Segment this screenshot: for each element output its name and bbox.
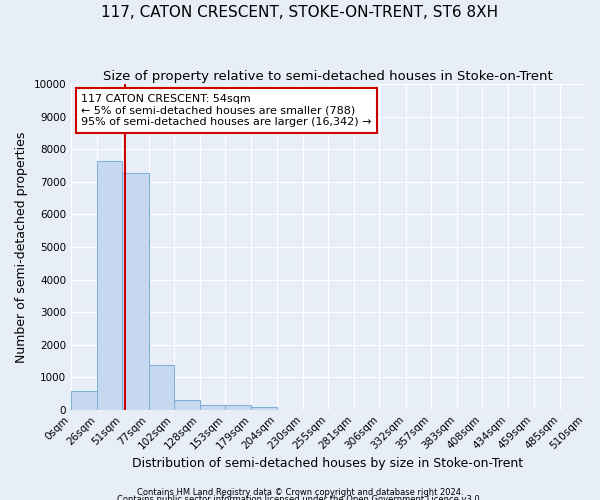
X-axis label: Distribution of semi-detached houses by size in Stoke-on-Trent: Distribution of semi-detached houses by …	[133, 457, 524, 470]
Text: 117 CATON CRESCENT: 54sqm
← 5% of semi-detached houses are smaller (788)
95% of : 117 CATON CRESCENT: 54sqm ← 5% of semi-d…	[82, 94, 372, 127]
Text: Contains public sector information licensed under the Open Government Licence v3: Contains public sector information licen…	[118, 496, 482, 500]
Text: Contains HM Land Registry data © Crown copyright and database right 2024.: Contains HM Land Registry data © Crown c…	[137, 488, 463, 497]
Bar	[251, 406, 277, 410]
Text: 117, CATON CRESCENT, STOKE-ON-TRENT, ST6 8XH: 117, CATON CRESCENT, STOKE-ON-TRENT, ST6…	[101, 5, 499, 20]
Bar	[149, 366, 174, 410]
Bar	[97, 160, 122, 410]
Bar	[122, 172, 149, 410]
Bar	[225, 406, 251, 409]
Y-axis label: Number of semi-detached properties: Number of semi-detached properties	[15, 132, 28, 362]
Bar	[71, 391, 97, 409]
Title: Size of property relative to semi-detached houses in Stoke-on-Trent: Size of property relative to semi-detach…	[103, 70, 553, 83]
Bar	[174, 400, 200, 409]
Bar	[200, 404, 225, 409]
